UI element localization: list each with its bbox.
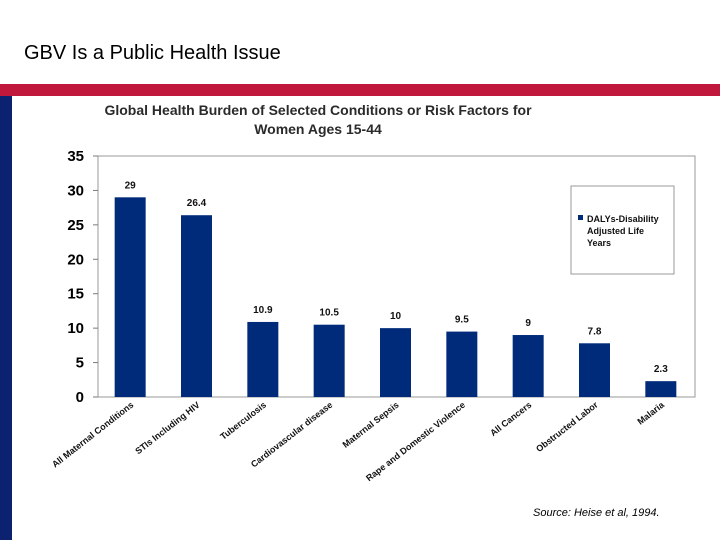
slide-title: GBV Is a Public Health Issue	[24, 42, 281, 64]
data-label: 10	[390, 311, 402, 322]
data-label: 10.9	[253, 305, 273, 316]
data-label: 29	[125, 180, 137, 191]
data-label: 9	[525, 318, 531, 329]
left-accent-bar	[0, 96, 12, 540]
legend-label-line-3: Years	[587, 238, 611, 248]
data-labels: 29 26.4 10.9 10.5 10 9.5 9 7.8 2.3	[125, 180, 669, 375]
bar	[579, 343, 610, 397]
chart-title-line-1: Global Health Burden of Selected Conditi…	[104, 102, 532, 118]
source-citation: Source: Heise et al, 1994.	[533, 507, 660, 519]
bar	[114, 197, 146, 397]
y-tick-label: 15	[67, 286, 84, 303]
legend-label-line-2: Adjusted Life	[587, 226, 644, 236]
legend-swatch	[578, 215, 583, 220]
chart-title-line-2: Women Ages 15-44	[254, 121, 382, 137]
y-tick-label: 10	[67, 320, 84, 337]
data-label: 26.4	[187, 198, 207, 209]
legend-box	[570, 185, 675, 275]
data-label: 7.8	[588, 326, 602, 337]
data-label: 10.5	[319, 308, 339, 319]
y-tick-label: 20	[67, 251, 84, 268]
bar	[512, 335, 544, 397]
bar	[380, 328, 411, 397]
bars	[114, 197, 677, 397]
y-tick-label: 0	[76, 389, 84, 406]
y-tick-label: 5	[76, 355, 84, 372]
legend: DALYs-Disability Adjusted Life Years	[570, 185, 675, 275]
data-label: 9.5	[455, 315, 469, 326]
category-label: Obstructed Labor	[534, 399, 600, 454]
bar	[313, 324, 345, 397]
y-tick-label: 30	[67, 182, 84, 199]
bar	[181, 215, 212, 397]
category-label: All Cancers	[488, 400, 533, 438]
y-tick-label: 35	[67, 148, 84, 165]
bar	[247, 321, 279, 397]
y-tick-label: 25	[67, 217, 84, 234]
legend-label-line-1: DALYs-Disability	[587, 214, 659, 224]
bar	[446, 331, 478, 397]
y-axis: 0 5 10 15 20 25 30 35	[67, 148, 98, 406]
header-accent-band	[0, 84, 720, 96]
category-label: All Maternal Conditions	[50, 400, 135, 470]
category-label: Tuberculosis	[218, 400, 268, 442]
category-label: Maternal Sepsis	[341, 400, 401, 450]
category-label: Malaria	[635, 399, 666, 427]
data-label: 2.3	[654, 364, 668, 375]
category-label: STIs Including HIV	[133, 400, 201, 457]
bar	[645, 381, 677, 397]
